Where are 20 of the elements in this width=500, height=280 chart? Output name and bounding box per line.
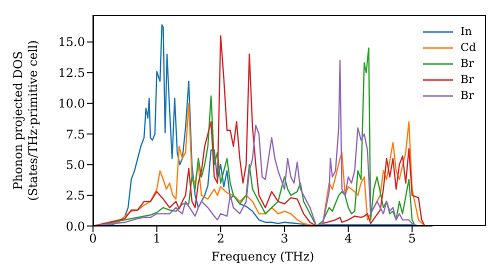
x-tick-label: 5: [408, 232, 416, 246]
legend-label: Br: [460, 72, 474, 88]
y-tick-label: 5.0: [66, 158, 85, 172]
y-tick-label: 7.5: [66, 127, 85, 142]
legend-label: Br: [460, 88, 474, 104]
x-tick-label: 3: [280, 232, 288, 246]
y-axis-title: Phonon projected DOS (States/THz·primitive cell): [11, 40, 40, 201]
x-tick-label: 1: [153, 232, 161, 246]
x-axis-title: Frequency (THz): [211, 250, 314, 264]
legend-label: In: [460, 24, 472, 40]
legend-label: Br: [460, 56, 474, 72]
legend-label: Cd: [460, 40, 476, 56]
x-tick-label: 4: [344, 232, 352, 246]
y-tick-label: 0.0: [66, 219, 85, 234]
x-tick-label: 0: [89, 232, 97, 246]
y-tick-label: 15.0: [58, 35, 85, 50]
y-tick-label: 12.5: [58, 66, 85, 80]
x-tick-label: 2: [216, 232, 224, 246]
y-tick-label: 2.5: [66, 188, 85, 203]
y-tick-label: 10.0: [58, 96, 85, 111]
